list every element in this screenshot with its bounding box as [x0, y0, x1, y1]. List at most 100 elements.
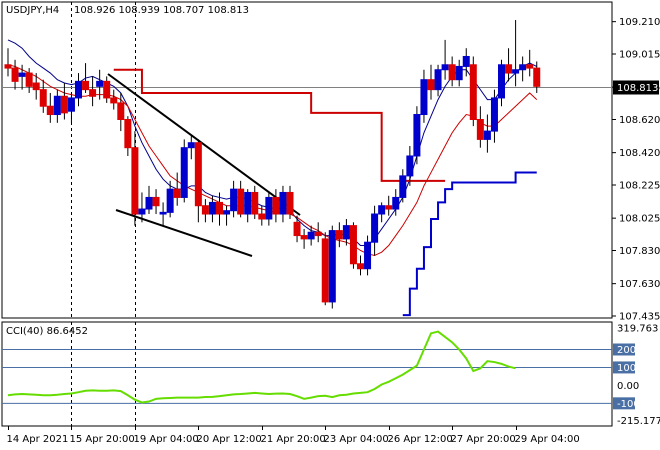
candle-bear [60, 95, 68, 114]
y-tick-label: 108.420 [619, 148, 660, 159]
candle-bull [498, 64, 505, 99]
candle-bear [11, 67, 19, 82]
y-tick-label: 108.225 [619, 180, 660, 191]
candle-bear [533, 67, 541, 87]
candle-bear [201, 205, 209, 215]
candle-bull [441, 64, 449, 71]
candle-bull [265, 196, 273, 220]
candle-bull [187, 142, 195, 149]
x-tick-label: 26 Apr 12:00 [388, 434, 453, 445]
candle-bear [237, 188, 245, 215]
cci-layer [7, 330, 516, 404]
x-tick-label: 14 Apr 2021 [7, 434, 69, 445]
candle-bull [328, 230, 336, 303]
candle-bear [39, 89, 47, 107]
x-tick-label: 23 Apr 04:00 [324, 434, 389, 445]
price-panel-frame [1, 1, 613, 319]
candle-bull [490, 97, 498, 132]
candle-bull [244, 191, 252, 215]
candle-bear [526, 64, 534, 69]
x-tick-label: 20 Apr 12:00 [197, 434, 262, 445]
candle-bull [307, 231, 315, 240]
candle-bull [364, 241, 372, 270]
cci-tick-label: 200 [617, 345, 636, 356]
candle-bear [251, 191, 259, 215]
candle-bull [378, 205, 386, 215]
trendline-layer [107, 73, 301, 257]
candle-bear [427, 79, 435, 91]
lower-trendline [115, 209, 253, 257]
candle-bull [462, 55, 470, 67]
candle-bull [342, 225, 350, 240]
cci-level-box [613, 397, 635, 410]
x-tick-label: 29 Apr 04:00 [515, 434, 580, 445]
candle-bull [392, 196, 400, 210]
series-slow-ma [7, 64, 538, 256]
candle-bull [279, 191, 287, 215]
candle-bull [434, 69, 442, 91]
candle-bear [216, 201, 223, 215]
y-tick-label: 108.025 [619, 214, 660, 225]
candle-bear [293, 221, 301, 237]
series-trail-stop [402, 171, 537, 317]
candle-layer [4, 20, 541, 309]
candle-bear [152, 196, 160, 207]
candle-bull [18, 72, 26, 77]
candle-bull [413, 114, 421, 157]
candle-bear [314, 231, 322, 237]
candle-bull [399, 175, 407, 198]
x-tick-label: 27 Apr 20:00 [451, 434, 516, 445]
current-price-label: 108.813 [617, 83, 658, 94]
ohlc-header: 108.926 108.939 108.707 108.813 [74, 5, 249, 16]
candle-bull [512, 69, 520, 74]
candle-bear [173, 188, 181, 198]
candle-bear [32, 82, 40, 91]
candle-bull [223, 210, 231, 215]
candle-bear [110, 97, 118, 104]
candle-bear [258, 213, 266, 220]
cci-panel-frame [1, 321, 613, 427]
candle-bear [124, 118, 132, 149]
candle-bear [349, 225, 357, 265]
series-layer [7, 39, 538, 317]
y-tick-label: 109.210 [619, 17, 660, 28]
candle-bear [4, 64, 12, 69]
candle-bull [230, 188, 238, 212]
candle-bull [180, 147, 188, 198]
cci-tick-label: 319.763 [617, 324, 658, 335]
cci-tick-label: 100 [617, 363, 636, 374]
cci-tick-label: 0.00 [617, 381, 639, 392]
candle-bull [53, 95, 61, 116]
candle-bull [208, 201, 216, 215]
y-tick-label: 108.620 [619, 115, 660, 126]
upper-trendline [107, 73, 301, 216]
candle-bear [385, 205, 393, 210]
candle-bull [420, 79, 428, 116]
candle-bull [96, 80, 104, 87]
current-price-box [613, 80, 659, 95]
candle-bear [300, 235, 308, 240]
candle-bull [67, 97, 75, 112]
candle-bear [117, 102, 125, 120]
series-fast-ma [7, 39, 537, 247]
candle-bear [335, 230, 343, 240]
candle-bull [145, 196, 153, 210]
candle-bear [505, 64, 513, 74]
cci-tick-label: -100 [617, 399, 640, 410]
candle-bull [371, 213, 379, 243]
cci-level-box [613, 343, 635, 356]
candle-bear [272, 196, 280, 215]
candle-bear [469, 64, 477, 120]
y-tick-label: 107.830 [619, 246, 660, 257]
x-tick-label: 15 Apr 20:00 [70, 434, 135, 445]
candle-bull [483, 130, 491, 140]
candle-bear [131, 147, 139, 215]
candle-bear [103, 80, 111, 99]
series-trail-stop [113, 68, 446, 182]
symbol-title: USDJPY,H4 [6, 5, 59, 16]
candle-bear [89, 89, 97, 97]
candle-bull [166, 188, 174, 213]
candle-bear [286, 191, 294, 215]
